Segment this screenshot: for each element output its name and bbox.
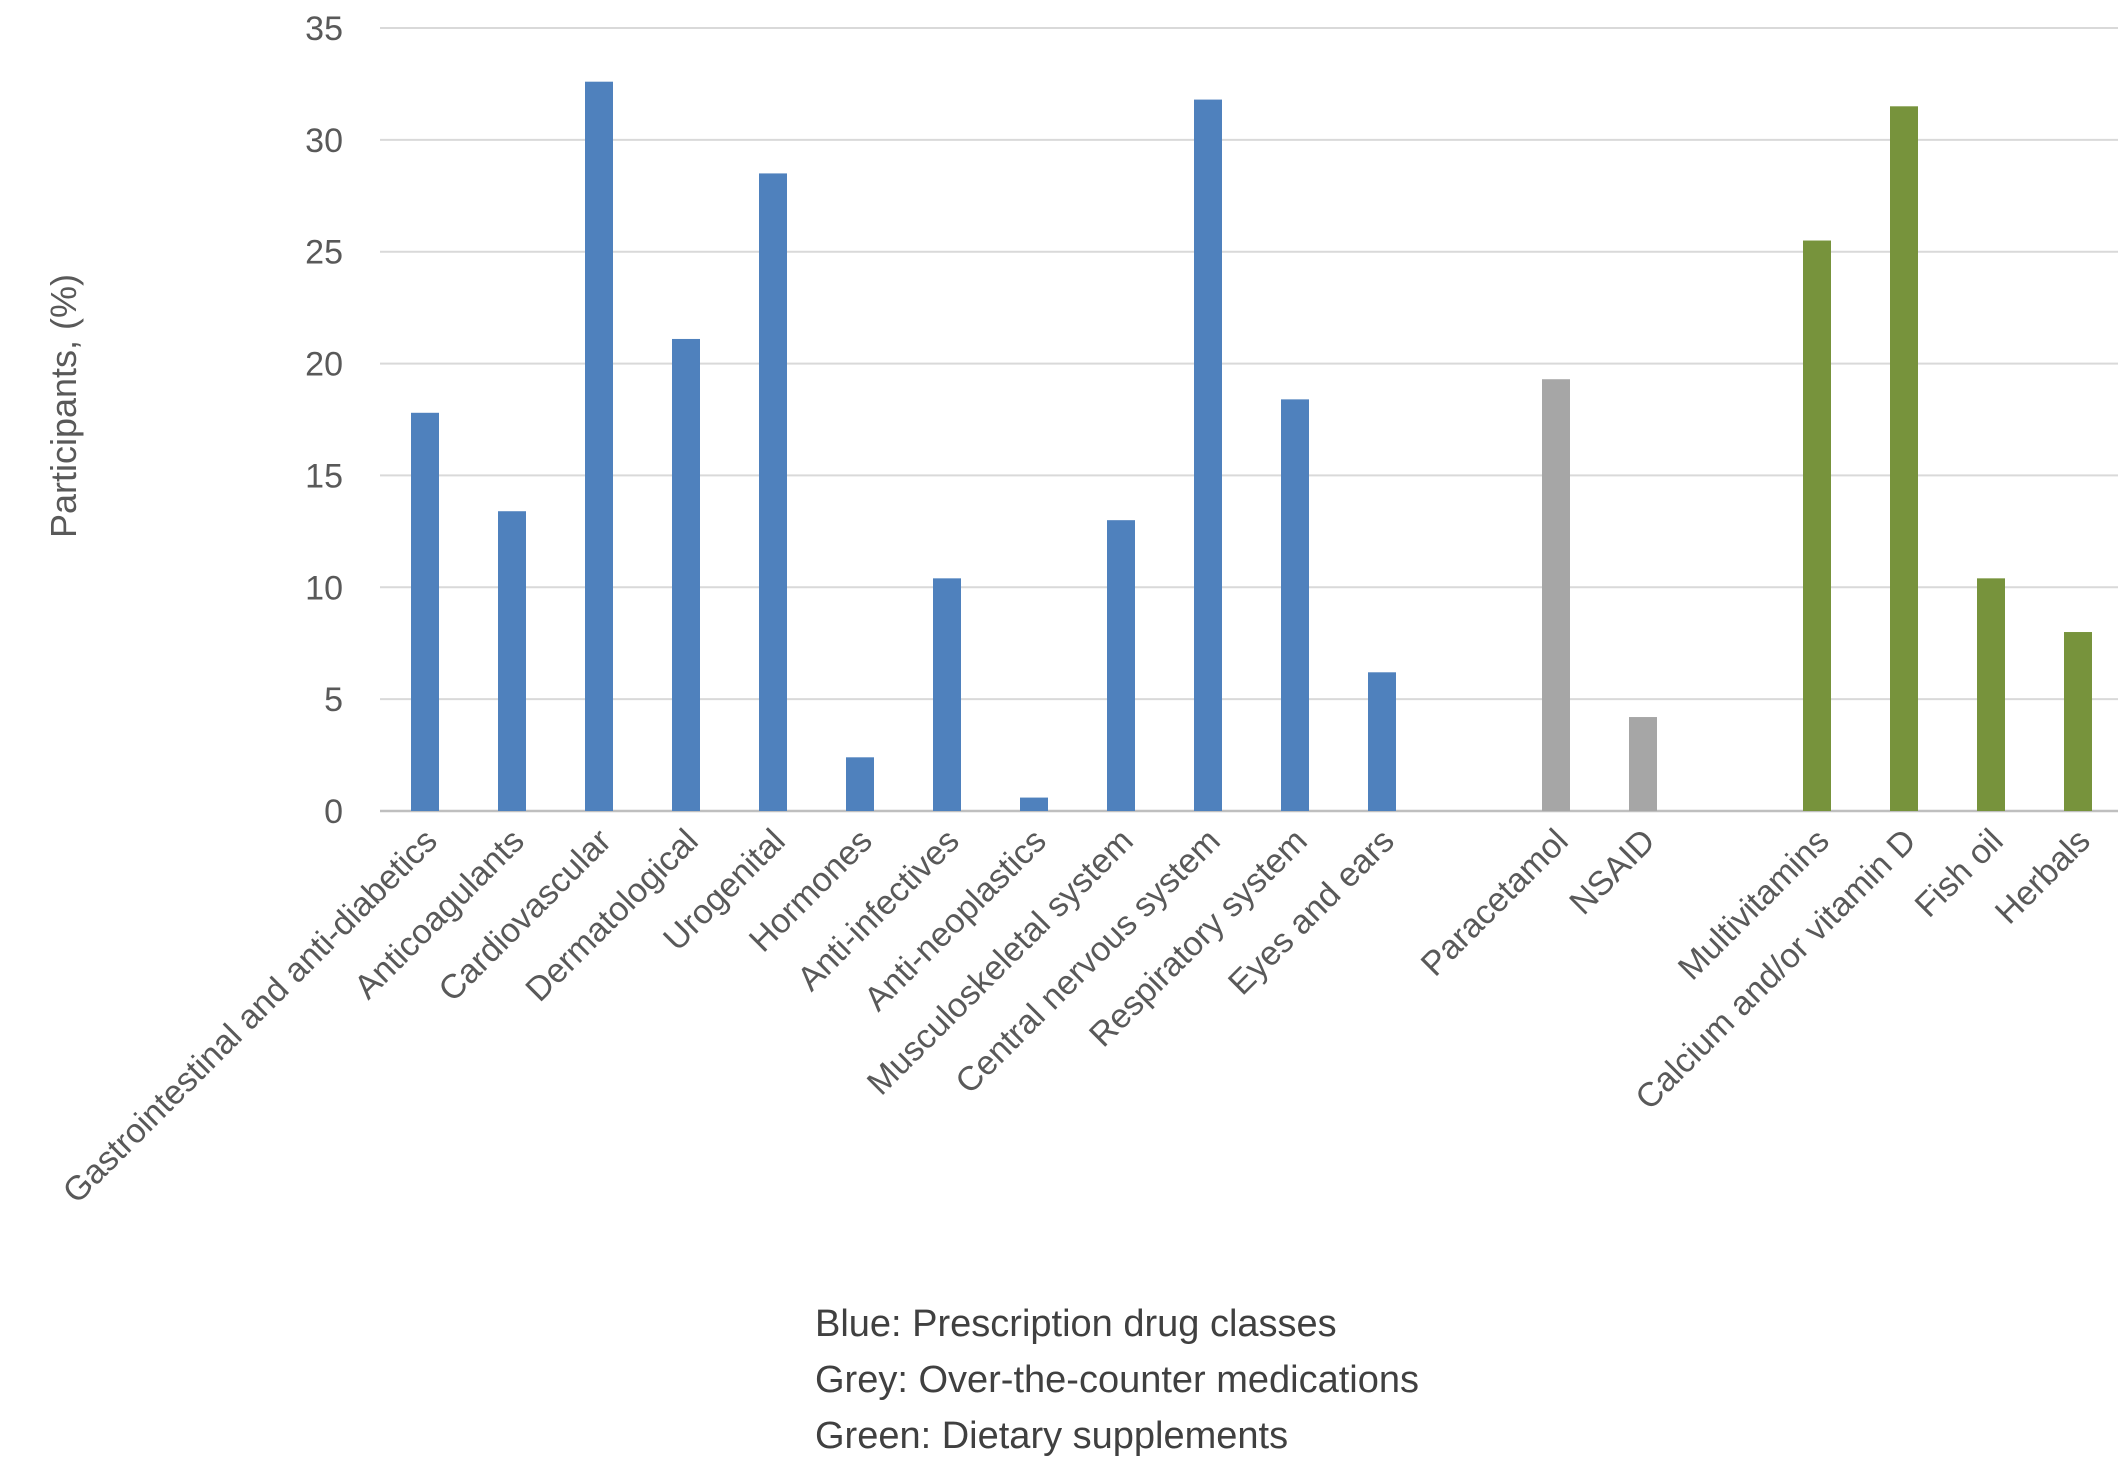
bar: [672, 338, 700, 811]
bar: [1020, 797, 1048, 811]
y-tick-label: 30: [305, 122, 343, 160]
y-tick-label: 5: [324, 681, 343, 719]
y-tick-label: 10: [305, 569, 343, 607]
bars: [411, 81, 2092, 812]
gridlines: [380, 27, 2118, 813]
bar: [1107, 520, 1135, 811]
x-category-labels: Gastrointestinal and anti-diabeticsAntic…: [56, 822, 2098, 1211]
x-category-label: Paracetamol: [1414, 822, 1576, 984]
note-grey: Grey: Over-the-counter medications: [815, 1359, 1420, 1401]
bar: [759, 173, 787, 811]
y-tick-label: 0: [324, 793, 343, 831]
bar: [1542, 379, 1570, 811]
bar: [2064, 632, 2092, 811]
color-key-notes: Blue: Prescription drug classes Grey: Ov…: [815, 1296, 1419, 1464]
bar: [1803, 240, 1831, 811]
bar: [846, 757, 874, 811]
y-tick-label: 35: [305, 10, 343, 48]
note-green: Green: Dietary supplements: [815, 1415, 1289, 1457]
y-tick-labels: 0 5 10 15 20 25 30 35: [305, 10, 343, 831]
x-category-label: NSAID: [1562, 822, 1662, 922]
y-tick-label: 25: [305, 234, 343, 272]
bar: [1890, 106, 1918, 812]
x-category-label: Gastrointestinal and anti-diabetics: [56, 822, 445, 1211]
y-tick-label: 15: [305, 457, 343, 495]
x-category-label: Herbals: [1988, 822, 2098, 932]
bar: [1281, 399, 1309, 811]
bar: [1368, 672, 1396, 811]
bar: [1977, 578, 2005, 811]
bar: [585, 81, 613, 812]
y-tick-label: 20: [305, 346, 343, 384]
bar: [1194, 99, 1222, 812]
note-blue: Blue: Prescription drug classes: [815, 1303, 1337, 1345]
y-axis-title: Participants, (%): [43, 274, 84, 538]
x-category-label: Multivitamins: [1671, 822, 1837, 988]
bar: [1629, 717, 1657, 811]
bar: [411, 412, 439, 811]
bar: [498, 511, 526, 811]
bar: [933, 578, 961, 811]
